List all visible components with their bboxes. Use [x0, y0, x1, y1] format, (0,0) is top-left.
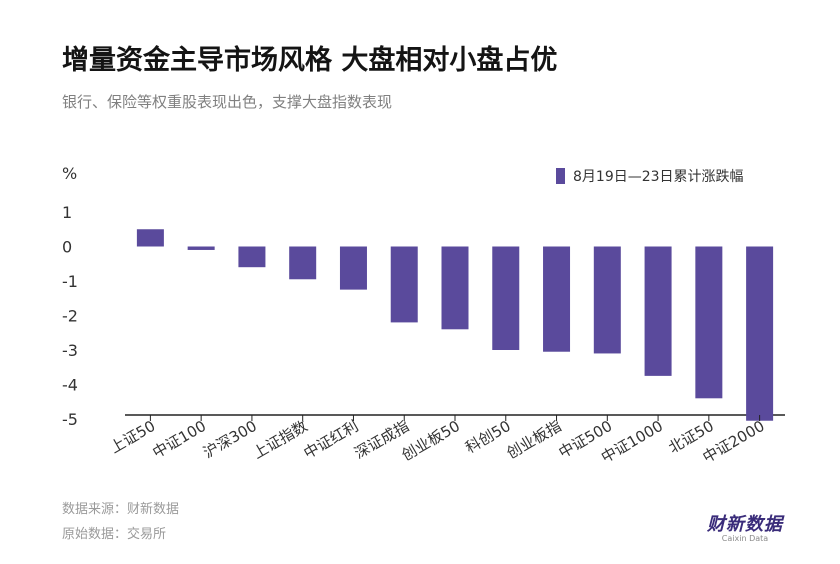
- bar: [746, 246, 774, 421]
- x-tick-label: 上证50: [107, 417, 159, 457]
- bar: [593, 246, 621, 354]
- y-tick-label: -2: [62, 307, 78, 326]
- bar: [543, 246, 571, 352]
- brand-name: 财新数据: [707, 514, 783, 535]
- raw-data-note: 原始数据：交易所: [62, 527, 167, 542]
- y-tick-label: 1: [62, 203, 72, 222]
- bar: [695, 246, 723, 399]
- y-tick-label: -4: [62, 376, 78, 395]
- bar: [441, 246, 469, 330]
- x-tick-label: 上证指数: [250, 417, 311, 463]
- x-tick-label: 中证100: [149, 417, 209, 462]
- data-source-note: 数据来源：财新数据: [62, 502, 180, 517]
- x-tick-label: 创业板50: [398, 417, 463, 465]
- bar: [136, 229, 164, 247]
- bar: [187, 246, 215, 250]
- bar: [492, 246, 520, 350]
- chart-subtitle: 银行、保险等权重股表现出色，支撑大盘指数表现: [62, 93, 393, 111]
- bar: [644, 246, 672, 376]
- y-tick-label: -3: [62, 341, 78, 360]
- chart-title: 增量资金主导市场风格 大盘相对小盘占优: [62, 45, 558, 76]
- y-axis-unit-label: %: [62, 164, 77, 183]
- legend-label: 8月19日—23日累计涨跌幅: [573, 169, 744, 185]
- bar: [339, 246, 367, 290]
- legend-swatch: [556, 168, 565, 184]
- bar: [289, 246, 317, 280]
- bar: [238, 246, 266, 268]
- y-tick-label: 0: [62, 238, 72, 257]
- x-tick-label: 沪深300: [200, 417, 260, 462]
- x-tick-label: 创业板指: [504, 417, 565, 463]
- x-tick-label: 中证红利: [300, 417, 361, 463]
- y-tick-label: -5: [62, 410, 78, 429]
- brand-subname: Caixin Data: [721, 534, 769, 543]
- y-tick-label: -1: [62, 272, 78, 291]
- brand-logo: 财新数据 Caixin Data: [700, 510, 790, 543]
- bar: [390, 246, 418, 323]
